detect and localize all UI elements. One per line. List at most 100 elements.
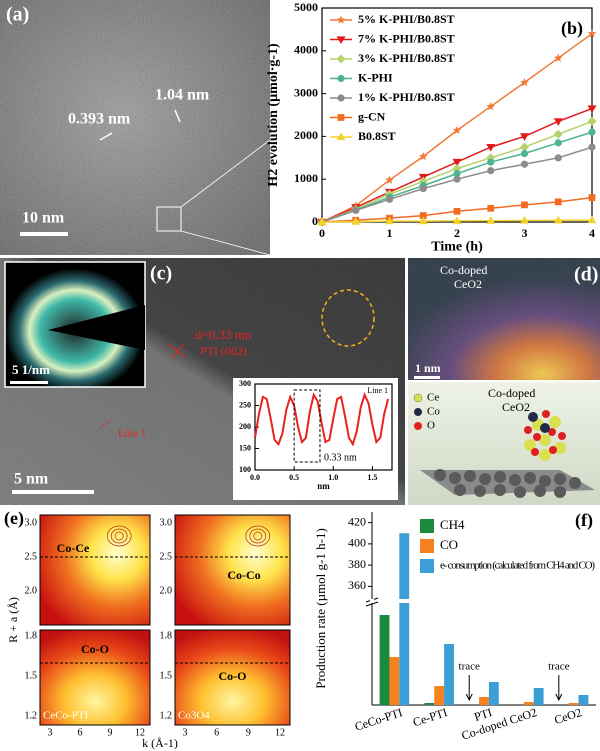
y-tick-label: 0	[312, 214, 318, 228]
data-point	[553, 129, 563, 139]
data-point	[352, 206, 360, 215]
spacing-label: d=0.33 nm	[195, 327, 251, 342]
scale-label: 1 nm	[415, 361, 441, 375]
legend-label: Line 1	[367, 386, 388, 395]
data-point	[452, 125, 462, 135]
data-point	[587, 29, 597, 38]
x-tick-label: 3	[183, 727, 188, 738]
y-tick-label: 4000	[294, 43, 318, 57]
data-point	[587, 215, 597, 224]
data-point	[453, 170, 461, 178]
y-tick-label: 2.5	[25, 551, 38, 562]
zoom-line	[180, 139, 271, 208]
panel-e: (e) R + a (Å) k (Å-1)	[4, 508, 178, 750]
fringe-mark	[174, 109, 181, 123]
contour	[253, 531, 263, 541]
legend-marker	[337, 94, 345, 102]
y-tick-label: 3.0	[25, 517, 38, 528]
data-point	[521, 201, 528, 209]
peak-label: Co-O	[219, 669, 247, 683]
legend-label: 5% K-PHI/B0.8ST	[358, 12, 455, 26]
y-tick-label: 1.2	[160, 710, 173, 721]
y-tick-label: 2000	[294, 128, 318, 142]
contour	[249, 528, 267, 544]
data-point	[520, 77, 529, 87]
data-point	[520, 142, 529, 152]
legend-marker	[336, 36, 346, 44]
contour	[110, 528, 128, 544]
y-tick-label: 3000	[294, 85, 318, 99]
data-point	[418, 152, 428, 161]
y-axis-label: R + a (Å)	[6, 597, 20, 643]
legend-label: CH4	[440, 517, 465, 532]
peak-label: Co-Co	[227, 568, 260, 582]
substrate-atoms	[434, 469, 581, 498]
annotation: trace	[548, 661, 569, 673]
bar	[523, 702, 534, 705]
bar	[533, 688, 544, 705]
heatmap	[39, 629, 151, 726]
legend-marker	[414, 422, 422, 430]
legend-label: Co	[427, 406, 440, 418]
x-tick-label: 6	[214, 727, 219, 738]
y-tick-label: 1.5	[160, 670, 173, 681]
panel-label: (e)	[4, 508, 24, 529]
y-tick-label: 2.0	[160, 585, 173, 596]
panel-label: (d)	[574, 264, 598, 286]
bar-break	[398, 599, 411, 603]
bar	[389, 657, 400, 705]
legend-label: 3% K-PHI/B0.8ST	[358, 51, 455, 65]
legend-swatch	[420, 559, 434, 573]
data-point	[452, 158, 462, 167]
data-point	[419, 212, 427, 219]
legend-label: K-PHI	[358, 70, 393, 84]
x-tick-label: CeO2	[552, 705, 583, 727]
y-tick-label: 420	[348, 514, 366, 528]
x-tick-label: 9	[108, 727, 113, 738]
heatmap	[39, 514, 151, 626]
contour	[245, 525, 271, 547]
data-point	[553, 118, 563, 126]
legend-swatch	[420, 539, 434, 553]
data-line	[254, 391, 390, 447]
data-point	[520, 149, 529, 158]
data-point	[385, 195, 394, 203]
data-point	[486, 216, 496, 224]
bar	[479, 697, 489, 705]
data-point	[419, 185, 427, 193]
data-point	[453, 207, 461, 215]
highlight-circle	[321, 289, 375, 347]
line-label: Line 1	[118, 428, 146, 440]
data-point	[520, 133, 529, 141]
scale-bar	[414, 376, 440, 379]
sample-label: Co3O4	[178, 710, 210, 722]
data-point	[385, 175, 394, 184]
scale-label: 10 nm	[22, 210, 65, 227]
legend-marker	[336, 132, 346, 141]
x-tick-label: 6	[78, 727, 83, 738]
peak-label: Co-Ce	[57, 541, 90, 555]
map-texture	[408, 258, 600, 380]
y-tick-label: 2.0	[25, 585, 38, 596]
y-tick-label: 3.0	[160, 517, 173, 528]
legend-marker	[337, 114, 345, 121]
scale-bar	[20, 232, 68, 236]
x-tick-label: 1.5	[367, 473, 377, 482]
y-tick-label: 1.2	[25, 710, 38, 721]
scale-bar	[12, 490, 94, 494]
data-point	[487, 204, 495, 212]
bar	[379, 615, 390, 705]
panel-c: 5 1/nm (c) d=0.33 nm PTI (002) Line 1 5 …	[0, 258, 405, 505]
data-point	[486, 143, 496, 152]
data-point	[452, 164, 462, 173]
scale-label: 5 nm	[14, 471, 49, 488]
bar	[488, 682, 499, 705]
fringe-label: 1.04 nm	[155, 87, 210, 104]
x-tick-label: PTI	[472, 705, 493, 724]
fringe-label: 0.393 nm	[68, 111, 131, 128]
panel-label: (c)	[150, 263, 172, 285]
legend-marker	[414, 408, 422, 416]
bar	[424, 703, 435, 705]
y-tick-label: 1.8	[25, 630, 38, 641]
data-point	[520, 160, 529, 168]
